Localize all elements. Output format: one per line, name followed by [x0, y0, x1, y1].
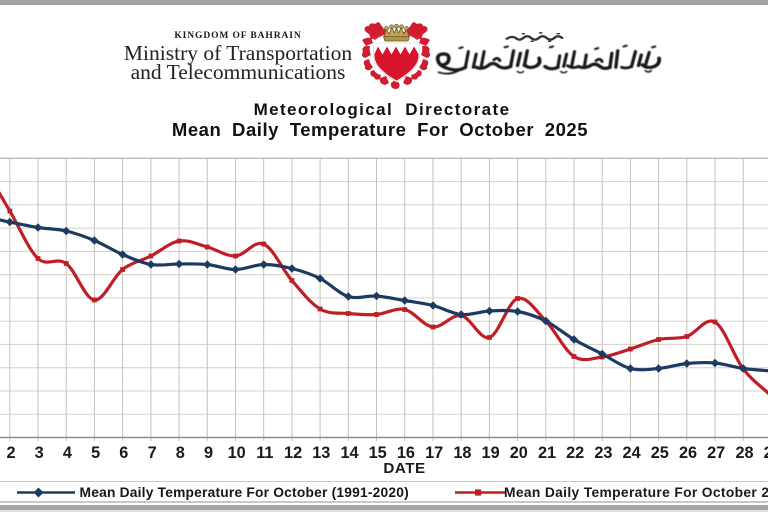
- svg-text:26: 26: [679, 444, 697, 462]
- svg-text:23: 23: [594, 444, 612, 462]
- svg-text:21: 21: [538, 444, 556, 462]
- svg-text:10: 10: [228, 444, 246, 462]
- svg-text:11: 11: [256, 444, 273, 462]
- svg-text:Mean Daily Temperature For Oct: Mean Daily Temperature For October 2025): [504, 485, 768, 500]
- svg-text:18: 18: [453, 444, 471, 462]
- svg-text:25: 25: [651, 444, 669, 462]
- svg-text:12: 12: [284, 444, 302, 462]
- svg-text:15: 15: [369, 444, 387, 462]
- svg-text:9: 9: [204, 444, 213, 462]
- svg-text:4: 4: [63, 444, 72, 462]
- svg-text:17: 17: [425, 444, 443, 462]
- svg-text:8: 8: [176, 444, 185, 462]
- svg-text:5: 5: [91, 444, 100, 462]
- svg-text:20: 20: [510, 444, 528, 462]
- svg-text:7: 7: [148, 444, 157, 462]
- svg-text:3: 3: [35, 444, 44, 462]
- svg-text:16: 16: [397, 444, 415, 462]
- svg-text:6: 6: [119, 444, 128, 462]
- svg-text:14: 14: [340, 444, 358, 462]
- svg-text:28: 28: [735, 444, 753, 462]
- svg-text:27: 27: [707, 444, 725, 462]
- svg-text:19: 19: [482, 444, 500, 462]
- svg-text:29: 29: [764, 444, 768, 462]
- svg-text:13: 13: [312, 444, 330, 462]
- svg-text:22: 22: [566, 444, 584, 462]
- svg-text:24: 24: [623, 444, 641, 462]
- svg-text:2: 2: [6, 444, 15, 462]
- svg-text:Mean Daily Temperature For Oct: Mean Daily Temperature For October (1991…: [80, 485, 409, 500]
- svg-text:DATE: DATE: [383, 460, 425, 477]
